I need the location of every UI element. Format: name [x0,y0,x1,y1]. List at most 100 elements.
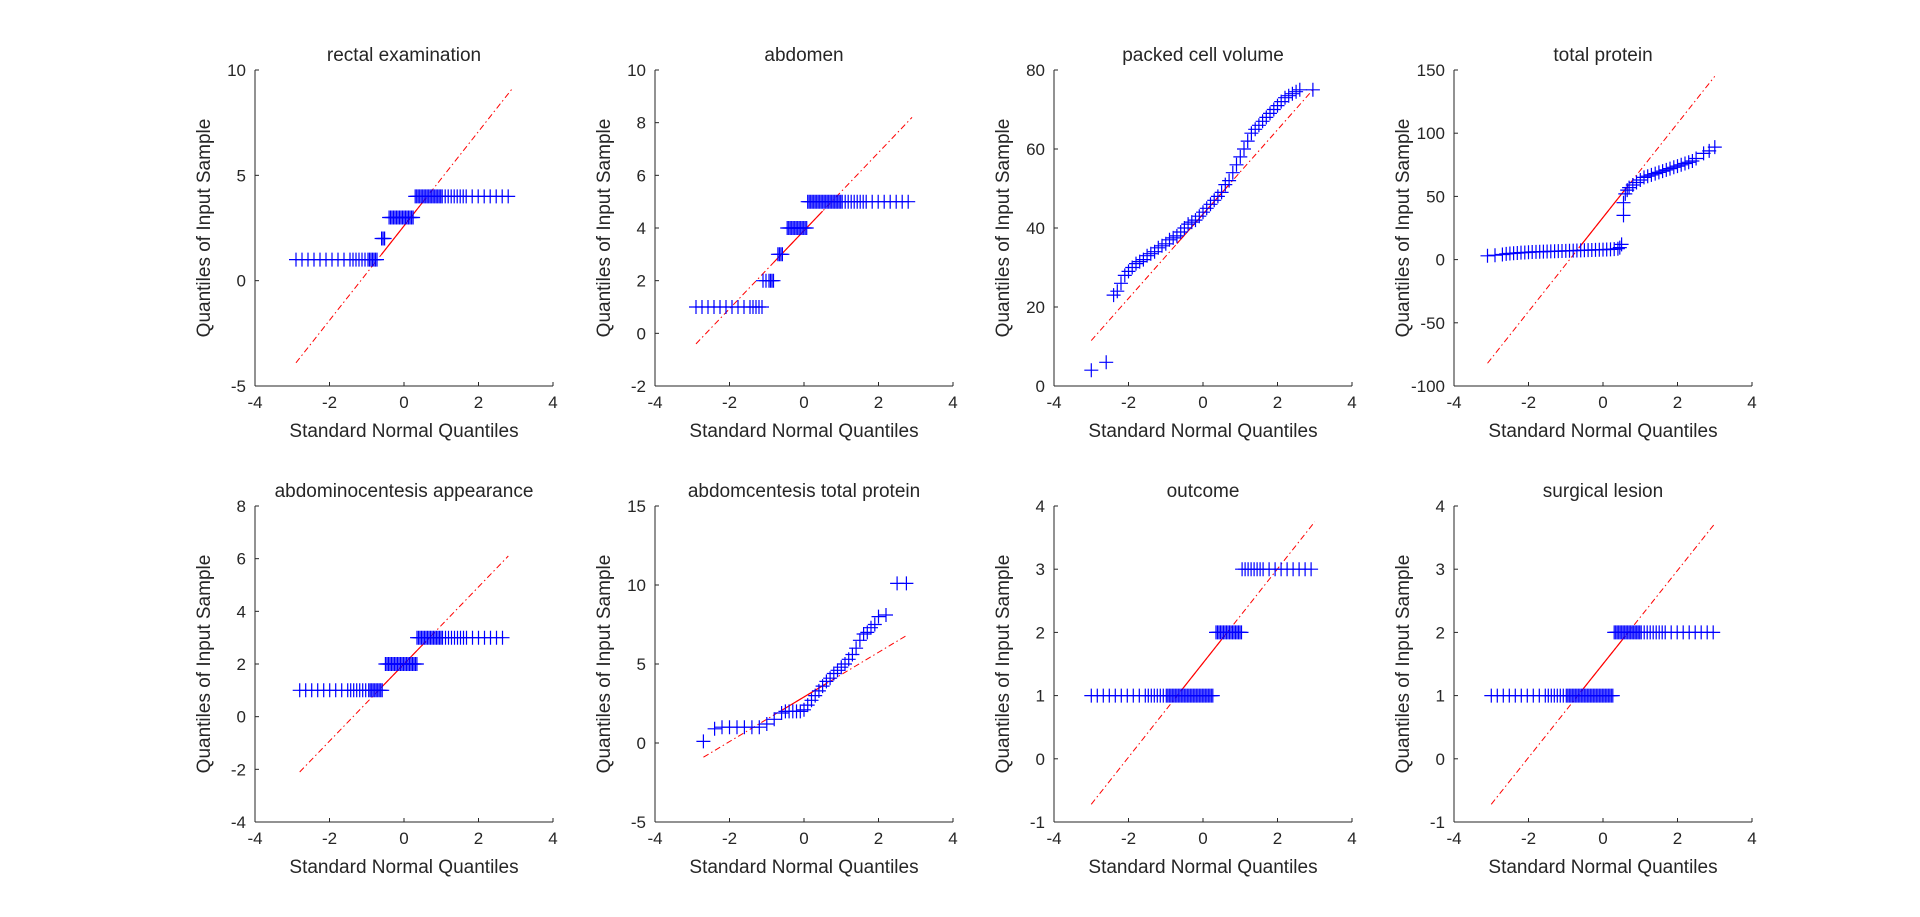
y-tick-label: 2 [237,655,246,674]
data-point [1616,195,1631,210]
data-point [1225,165,1240,180]
reference-line-solid [381,197,427,255]
data-point [1633,173,1648,187]
x-tick-label: 2 [874,829,883,848]
x-tick-label: 2 [1273,393,1282,412]
data-point [1222,173,1237,188]
subplot-title: outcome [1167,481,1240,502]
data-point [1696,146,1711,161]
y-tick-label: -2 [631,377,646,396]
x-tick-label: -2 [1521,829,1536,848]
subplot-title: abdomcentesis total protein [688,481,920,502]
data-point [871,609,886,624]
reference-line-dashdot [695,117,913,345]
y-tick-label: 50 [1426,187,1445,206]
data-point [755,300,769,314]
data-point [1192,209,1207,224]
data-point [1655,164,1670,179]
subplot-1: -4 -2 0 2 4 -5 0 5 10 rectal examination Standard … [194,45,558,442]
y-tick-label: 4 [637,219,646,238]
y-tick-label: -4 [231,813,246,832]
x-axis-label: Standard Normal Quantiles [689,421,918,442]
data-points-plateau [756,273,781,288]
y-tick-label: -50 [1420,314,1445,333]
y-tick-label: 4 [237,602,246,621]
y-tick-label: 100 [1417,124,1445,143]
subplot-title: packed cell volume [1122,45,1284,66]
x-tick-label: 0 [1198,829,1207,848]
x-tick-label: 2 [1673,393,1682,412]
y-tick-label: 4 [1036,497,1045,516]
data-point [1184,215,1199,230]
subplot-title: abdomen [764,45,843,66]
y-tick-label: -1 [1430,813,1445,832]
data-points-plateau [780,221,814,235]
data-point [867,617,882,632]
subplot-8: -4 -2 0 2 4 -1 0 1 2 3 4 surgical lesion Standard No… [1393,481,1757,878]
data-point [1132,254,1147,269]
data-point [1648,166,1663,181]
y-tick-label: 0 [637,734,646,753]
x-tick-label: 2 [474,393,483,412]
y-tick-label: 3 [1436,560,1445,579]
data-point [370,252,384,267]
data-point [1281,88,1296,103]
data-point [707,721,722,736]
data-point [1702,143,1717,158]
data-point [1166,230,1181,245]
x-axis-label: Standard Normal Quantiles [289,421,518,442]
x-axis-label: Standard Normal Quantiles [1088,421,1317,442]
data-point [856,627,871,641]
subplot-4: -4 -2 0 2 4 -100 -50 0 50 100 150 total protein Stan… [1393,45,1757,442]
data-point [1237,142,1251,156]
subplot-7: -4 -2 0 2 4 -1 0 1 2 3 4 outcome Standard Normal Qua… [993,481,1357,878]
y-tick-label: 0 [1036,377,1045,396]
data-point [1666,160,1681,175]
data-point [849,641,864,656]
y-axis-label: Quantiles of Input Sample [993,119,1014,338]
x-tick-label: -2 [322,829,337,848]
data-point [1678,156,1692,171]
data-point [1125,260,1140,275]
y-tick-label: 2 [1036,623,1045,642]
data-points-plateau [800,194,916,209]
data-point [1663,161,1677,176]
reference-line-solid [1578,186,1628,249]
data-point [1199,201,1214,216]
data-point [1259,110,1274,125]
y-tick-label: -2 [231,760,246,779]
data-point [1274,94,1289,109]
data-point [1659,162,1674,177]
x-axis-label: Standard Normal Quantiles [1488,857,1717,878]
data-points-plateau [382,210,421,225]
y-tick-label: 4 [1436,497,1445,516]
data-point [1196,205,1210,220]
y-tick-label: -5 [631,813,646,832]
data-point [1707,140,1722,155]
data-point [845,647,860,662]
subplot-title: rectal examination [327,45,481,66]
data-point [1203,197,1218,212]
data-points-plateau [408,189,516,204]
x-tick-label: 4 [1347,393,1356,412]
x-tick-label: 2 [474,829,483,848]
data-points-plateau [378,657,424,671]
data-point [1248,122,1263,137]
data-point [495,630,510,645]
data-point [819,674,834,689]
data-point [1181,217,1196,232]
data-point [852,633,867,648]
x-tick-label: -2 [722,393,737,412]
data-points-plateau [770,247,790,262]
data-point [1173,225,1188,239]
y-tick-label: 40 [1026,219,1045,238]
data-point [1158,236,1173,251]
data-point [1147,244,1162,259]
x-axis-label: Standard Normal Quantiles [689,857,918,878]
data-point [1289,84,1304,99]
data-point [1622,180,1637,195]
x-tick-label: -4 [247,393,262,412]
data-point [752,720,767,735]
y-tick-label: 1 [1036,687,1045,706]
